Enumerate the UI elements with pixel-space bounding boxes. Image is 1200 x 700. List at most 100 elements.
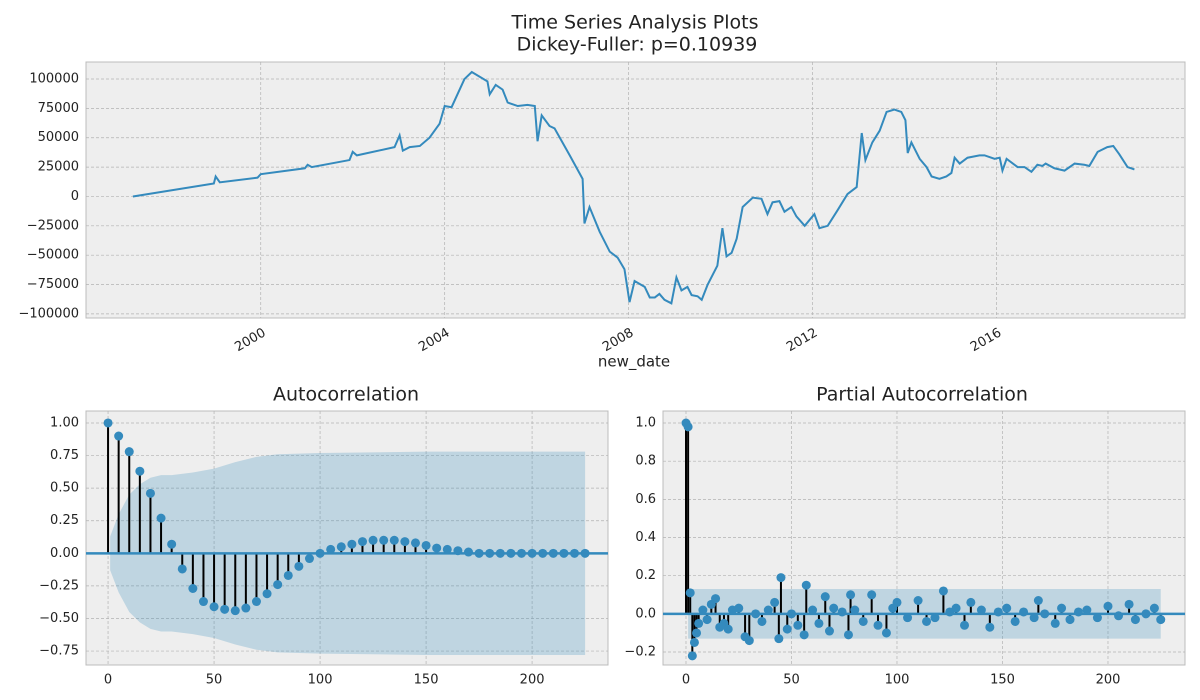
marker	[156, 513, 166, 523]
marker	[368, 535, 378, 545]
x-tick-label: 0	[682, 673, 690, 688]
marker	[1141, 609, 1151, 619]
marker	[689, 637, 699, 647]
marker	[694, 618, 704, 628]
marker	[683, 422, 693, 432]
chart-title: Time Series Analysis Plots	[510, 12, 758, 34]
marker	[873, 620, 883, 630]
marker	[814, 618, 824, 628]
marker	[453, 546, 463, 556]
marker	[463, 547, 473, 557]
x-axis-label: new_date	[598, 353, 670, 372]
marker	[177, 564, 187, 574]
marker	[357, 537, 367, 547]
marker	[711, 594, 721, 604]
marker	[837, 607, 847, 617]
x-tick-label: 0	[104, 673, 112, 688]
marker	[985, 622, 995, 632]
y-tick-label: −100000	[18, 306, 79, 321]
marker	[145, 488, 155, 498]
marker	[751, 609, 761, 619]
marker	[220, 604, 230, 614]
marker	[167, 539, 177, 549]
marker	[124, 447, 134, 457]
marker	[188, 584, 198, 594]
y-tick-label: 50000	[38, 130, 79, 145]
marker	[744, 636, 754, 646]
y-tick-label: 100000	[29, 72, 79, 87]
marker	[843, 630, 853, 640]
marker	[1057, 603, 1067, 613]
marker	[774, 634, 784, 644]
y-tick-label: 0.4	[635, 530, 656, 545]
marker	[1130, 615, 1140, 625]
marker	[799, 630, 809, 640]
y-tick-label: 25000	[38, 160, 79, 175]
y-tick-label: 0.00	[50, 546, 79, 561]
marker	[421, 540, 431, 550]
marker	[776, 573, 786, 583]
marker	[389, 535, 399, 545]
marker	[850, 605, 860, 615]
marker	[273, 580, 283, 590]
x-tick-label: 100	[308, 673, 333, 688]
marker	[734, 603, 744, 613]
marker	[1065, 615, 1075, 625]
y-tick-label: 75000	[38, 101, 79, 116]
x-tick-label: 150	[414, 673, 439, 688]
marker	[782, 624, 792, 634]
marker	[241, 603, 251, 613]
marker	[867, 590, 877, 600]
chart-subtitle: Dickey-Fuller: p=0.10939	[517, 34, 758, 56]
x-tick-label: 150	[990, 673, 1015, 688]
y-tick-label: 1.0	[635, 416, 656, 431]
marker	[1073, 607, 1083, 617]
marker	[1092, 613, 1102, 623]
marker	[559, 548, 569, 558]
marker	[198, 597, 208, 607]
y-tick-label: −0.75	[39, 644, 79, 659]
marker	[1040, 609, 1050, 619]
marker	[922, 616, 932, 626]
x-tick-label: 200	[520, 673, 545, 688]
marker	[793, 620, 803, 630]
marker	[824, 626, 834, 636]
marker	[808, 605, 818, 615]
x-tick-label: 50	[783, 673, 800, 688]
marker	[1103, 601, 1113, 611]
marker	[538, 548, 548, 558]
marker	[698, 605, 708, 615]
y-tick-label: 1.00	[50, 415, 79, 430]
marker	[687, 651, 697, 661]
marker	[474, 548, 484, 558]
marker	[1033, 595, 1043, 605]
marker	[1029, 613, 1039, 623]
marker	[548, 548, 558, 558]
marker	[685, 588, 695, 598]
marker	[903, 613, 913, 623]
marker	[881, 628, 891, 638]
marker	[347, 539, 357, 549]
marker	[702, 615, 712, 625]
x-tick-label: 50	[206, 673, 223, 688]
marker	[495, 548, 505, 558]
marker	[1082, 605, 1092, 615]
y-tick-label: −0.50	[39, 611, 79, 626]
x-tick-label: 2000	[232, 326, 268, 356]
marker	[304, 554, 314, 564]
marker	[820, 592, 830, 602]
marker	[410, 538, 420, 548]
marker	[485, 548, 495, 558]
marker	[951, 603, 961, 613]
marker	[1124, 599, 1134, 609]
marker	[1019, 607, 1029, 617]
marker	[315, 548, 325, 558]
marker	[432, 543, 442, 553]
marker	[580, 548, 590, 558]
chart-title: Partial Autocorrelation	[816, 384, 1028, 406]
marker	[763, 605, 773, 615]
x-tick-label: 2016	[968, 326, 1004, 356]
x-tick-label: 200	[1096, 673, 1121, 688]
marker	[400, 537, 410, 547]
